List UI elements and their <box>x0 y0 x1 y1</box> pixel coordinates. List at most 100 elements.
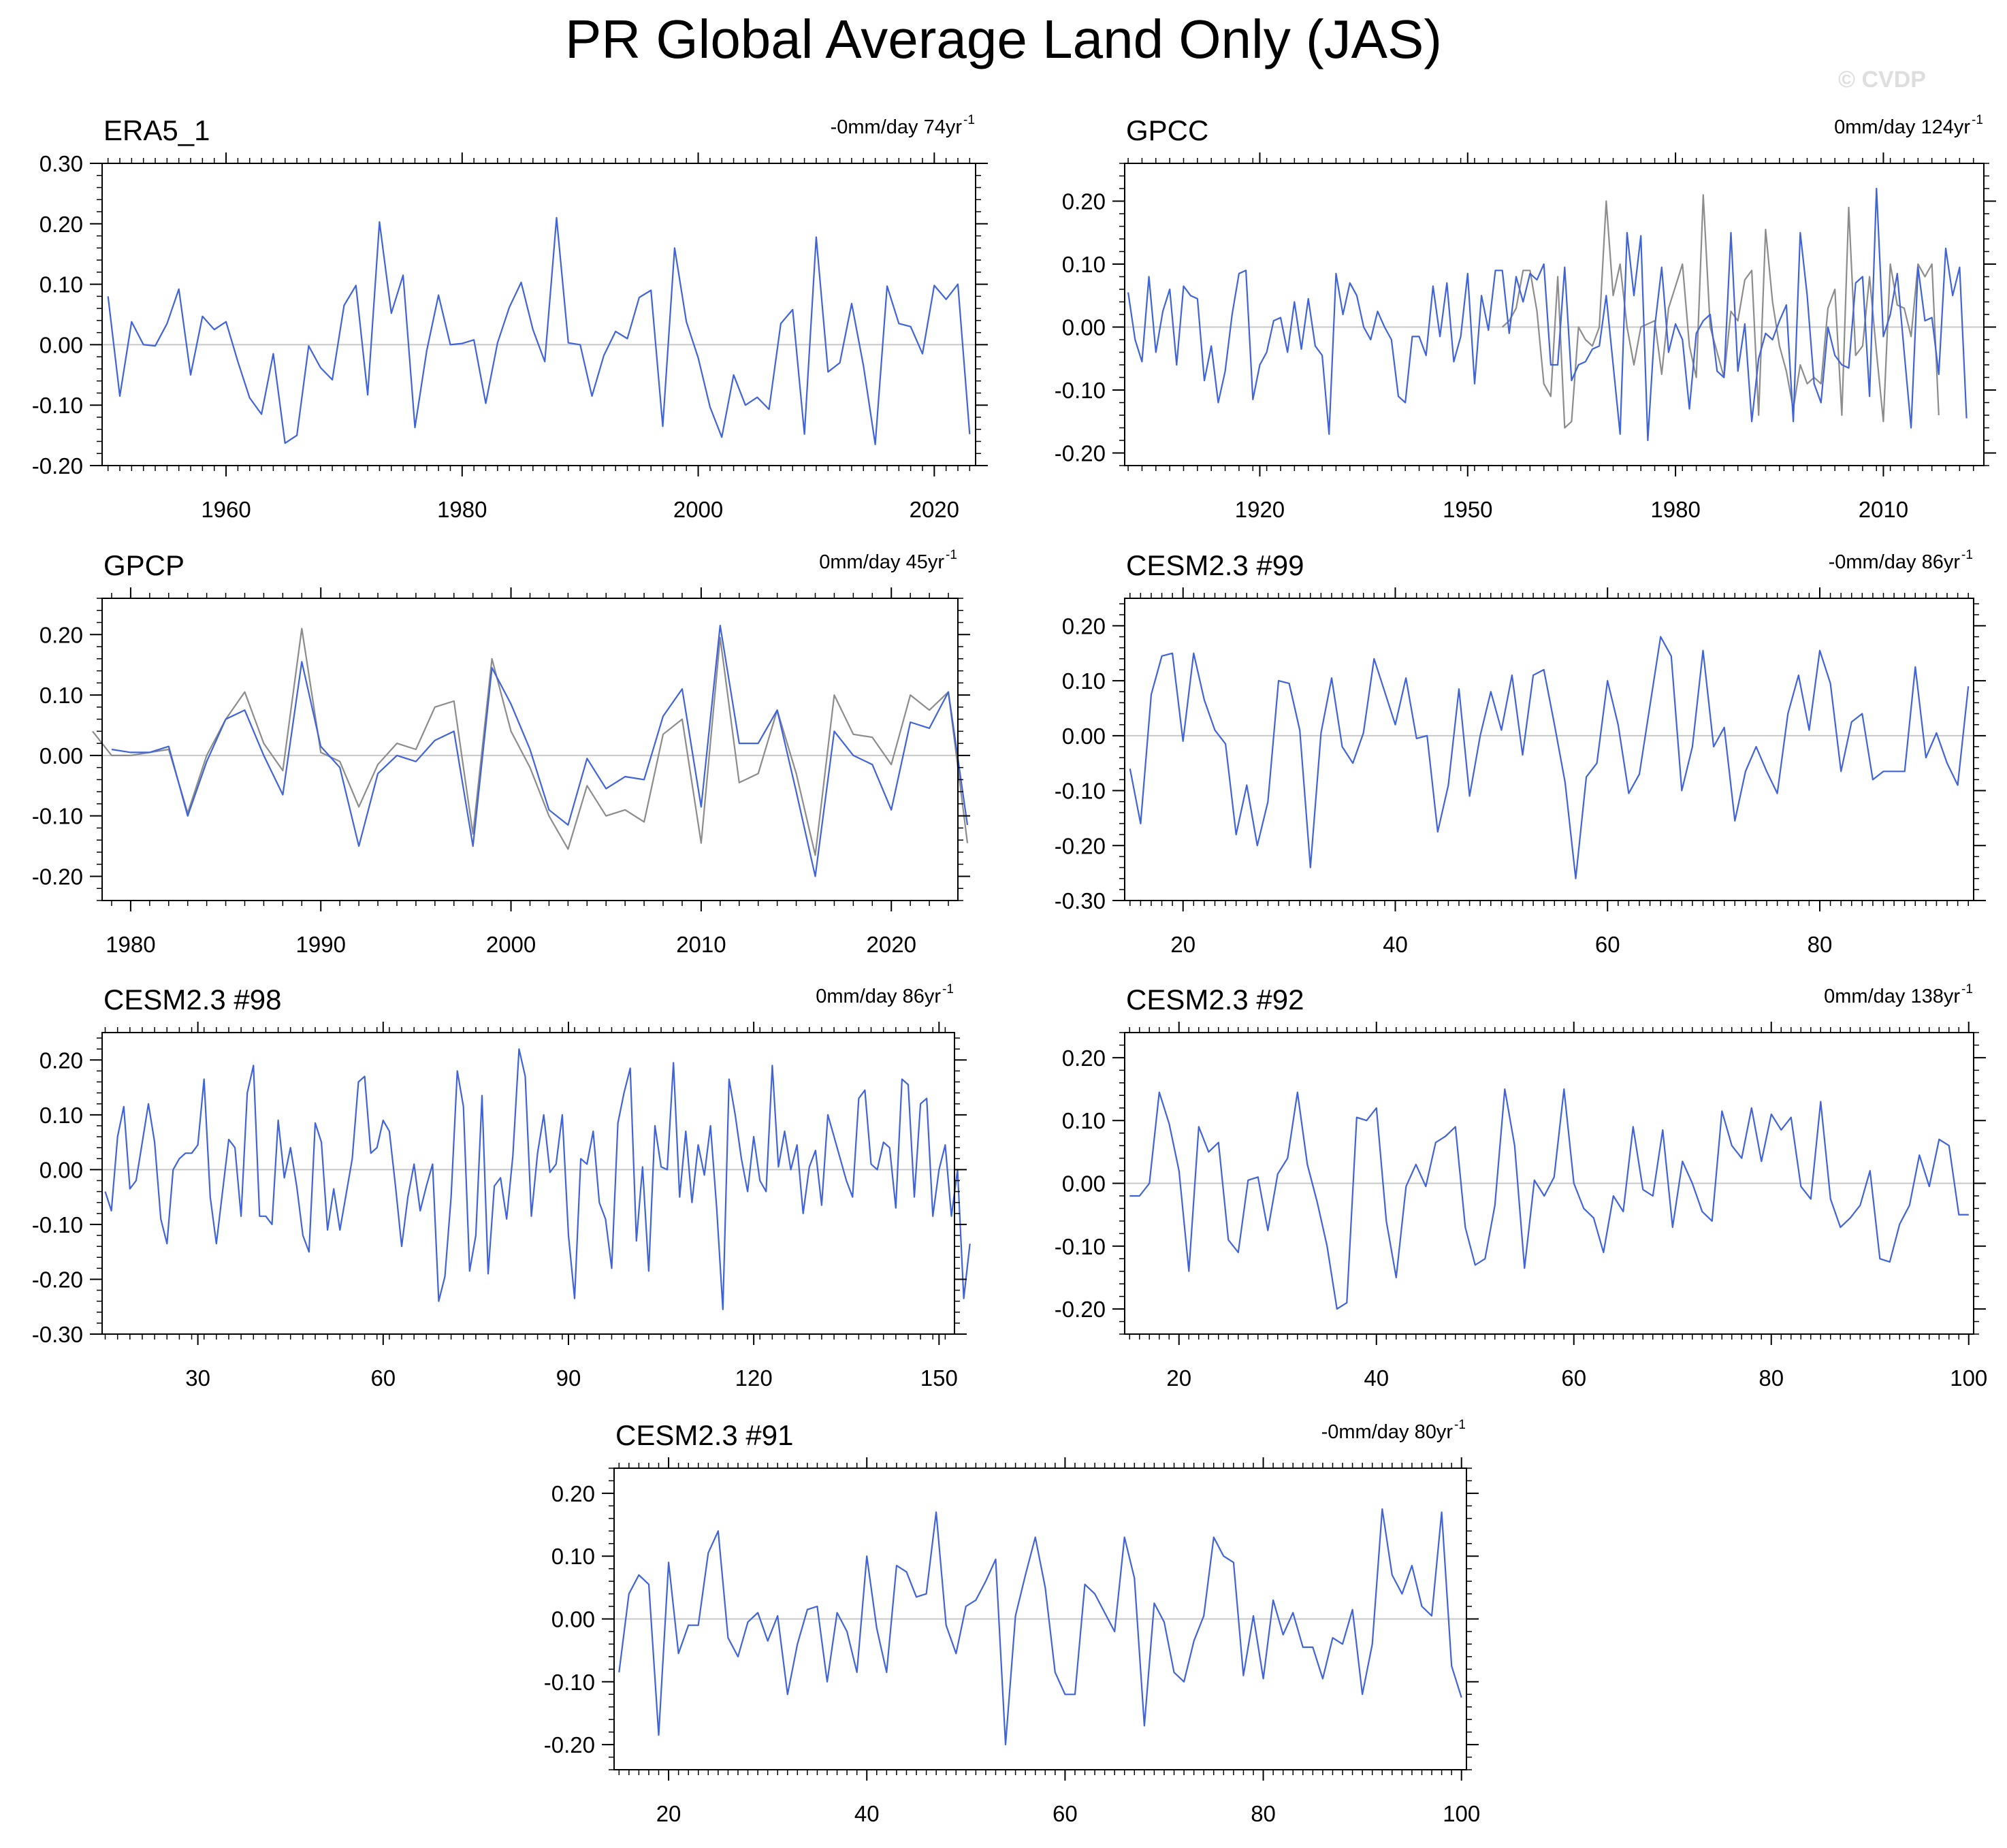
y-tick-label: 0.00 <box>1062 1171 1106 1197</box>
x-tick-label: 1990 <box>296 932 346 957</box>
panel-title: GPCP <box>103 549 184 581</box>
x-tick-label: 80 <box>1251 1801 1276 1826</box>
series-line-primary <box>104 1048 971 1310</box>
x-tick-label: 100 <box>1443 1801 1480 1826</box>
y-tick-label: 0.00 <box>39 332 83 357</box>
y-tick-label: -0.20 <box>32 864 83 889</box>
panel-title: CESM2.3 #98 <box>103 984 281 1016</box>
panel-cesm2-3-98: CESM2.3 #98 0mm/day 86yr -1 30 60 90 120 150 -0.… <box>32 982 971 1391</box>
plot-frame <box>101 163 976 466</box>
y-tick-label: -0.20 <box>1055 1297 1106 1322</box>
trend-superscript: -1 <box>1454 1418 1466 1432</box>
series-line-primary <box>618 1508 1462 1746</box>
panel-era5-1: ERA5_1 -0mm/day 74yr -1 1960 1980 2000 2020 -0.… <box>32 113 988 522</box>
series-line-primary <box>1129 636 1970 879</box>
y-tick-label: 0.00 <box>1062 315 1106 340</box>
trend-superscript: -1 <box>942 982 954 996</box>
panel-gpcc: GPCC 0mm/day 124yr -1 1920 1950 1980 2010 -0.20… <box>1055 113 1996 522</box>
plot-frame <box>1124 163 1985 466</box>
trend-superscript: -1 <box>1961 548 1973 562</box>
x-tick-label: 2000 <box>486 932 536 957</box>
panel-trend-label: -0mm/day 80yr <box>1321 1421 1454 1443</box>
y-tick-label: 0.20 <box>1062 189 1106 214</box>
x-tick-label: 2010 <box>1859 497 1908 522</box>
trend-superscript: -1 <box>963 113 975 127</box>
panel-trend-label: 0mm/day 138yr <box>1824 986 1960 1007</box>
panel-title: CESM2.3 #99 <box>1126 549 1304 581</box>
x-tick-label: 60 <box>1053 1801 1078 1826</box>
y-tick-label: 0.10 <box>39 1103 83 1128</box>
panel-cesm2-3-91: CESM2.3 #91 -0mm/day 80yr -1 20 40 60 80 100 -0.… <box>544 1418 1480 1826</box>
panel-trend-label: 0mm/day 45yr <box>819 551 944 573</box>
panel-title: GPCC <box>1126 114 1208 146</box>
x-tick-label: 40 <box>1383 932 1408 957</box>
x-tick-label: 1980 <box>437 497 487 522</box>
y-tick-label: -0.30 <box>32 1322 83 1347</box>
series-line-primary <box>1129 1088 1969 1310</box>
x-tick-label: 60 <box>1595 932 1620 957</box>
y-tick-label: -0.10 <box>32 1212 83 1237</box>
y-tick-label: -0.20 <box>1055 833 1106 858</box>
series-line-reference <box>92 628 969 856</box>
series-line-primary <box>107 216 971 446</box>
x-tick-label: 30 <box>185 1365 210 1391</box>
panel-title: CESM2.3 #92 <box>1126 984 1304 1016</box>
panel-gpcp: GPCP 0mm/day 45yr -1 1980 1990 2000 2010 2020 -0… <box>32 548 970 957</box>
y-tick-label: 0.10 <box>1062 252 1106 277</box>
x-tick-label: 1980 <box>106 932 155 957</box>
x-tick-label: 20 <box>1166 1365 1191 1391</box>
x-tick-label: 20 <box>1170 932 1195 957</box>
y-tick-label: 0.10 <box>1062 668 1106 694</box>
x-tick-label: 2020 <box>867 932 916 957</box>
plot-frame <box>101 1032 955 1335</box>
trend-superscript: -1 <box>1961 982 1973 996</box>
y-tick-label: -0.20 <box>32 453 83 479</box>
y-tick-label: 0.20 <box>1062 613 1106 638</box>
y-tick-label: -0.10 <box>1055 779 1106 804</box>
x-tick-label: 80 <box>1759 1365 1784 1391</box>
panel-cesm2-3-92: CESM2.3 #92 0mm/day 138yr -1 20 40 60 80 100 -0.… <box>1055 982 1988 1391</box>
panel-trend-label: 0mm/day 86yr <box>816 986 941 1007</box>
y-tick-label: -0.20 <box>32 1267 83 1292</box>
y-tick-label: 0.30 <box>39 151 83 176</box>
y-tick-label: -0.10 <box>544 1670 595 1695</box>
y-tick-label: 0.00 <box>39 1157 83 1182</box>
series-line-primary <box>111 624 969 877</box>
y-tick-label: 0.10 <box>39 683 83 708</box>
panel-title: ERA5_1 <box>103 114 210 146</box>
x-tick-label: 1950 <box>1443 497 1492 522</box>
y-tick-label: 0.10 <box>1062 1108 1106 1133</box>
x-tick-label: 2020 <box>910 497 959 522</box>
y-tick-label: 0.20 <box>39 622 83 647</box>
y-tick-label: -0.10 <box>32 393 83 418</box>
y-tick-label: 0.00 <box>39 743 83 768</box>
y-tick-label: -0.30 <box>1055 888 1106 913</box>
panel-trend-label: -0mm/day 74yr <box>831 116 963 138</box>
x-tick-label: 100 <box>1950 1365 1987 1391</box>
trend-superscript: -1 <box>946 548 957 562</box>
panel-title: CESM2.3 #91 <box>615 1419 793 1451</box>
x-tick-label: 60 <box>370 1365 396 1391</box>
y-tick-label: -0.10 <box>1055 378 1106 403</box>
y-tick-label: -0.10 <box>1055 1234 1106 1259</box>
x-tick-label: 20 <box>656 1801 681 1826</box>
y-tick-label: -0.20 <box>1055 441 1106 466</box>
y-tick-label: -0.10 <box>32 804 83 829</box>
figure-title: PR Global Average Land Only (JAS) <box>564 9 1443 69</box>
x-tick-label: 40 <box>1364 1365 1389 1391</box>
y-tick-label: 0.10 <box>39 272 83 297</box>
trend-superscript: -1 <box>1972 113 1983 127</box>
x-tick-label: 1920 <box>1235 497 1285 522</box>
x-tick-label: 1960 <box>201 497 251 522</box>
y-tick-label: 0.20 <box>39 1048 83 1073</box>
y-tick-label: 0.10 <box>551 1544 595 1569</box>
series-line-primary <box>1127 187 1968 442</box>
x-tick-label: 80 <box>1808 932 1833 957</box>
x-tick-label: 120 <box>735 1365 773 1391</box>
y-tick-label: 0.00 <box>1062 724 1106 749</box>
panel-trend-label: 0mm/day 124yr <box>1834 116 1970 138</box>
y-tick-label: 0.20 <box>39 212 83 237</box>
x-tick-label: 150 <box>920 1365 958 1391</box>
x-tick-label: 1980 <box>1650 497 1700 522</box>
